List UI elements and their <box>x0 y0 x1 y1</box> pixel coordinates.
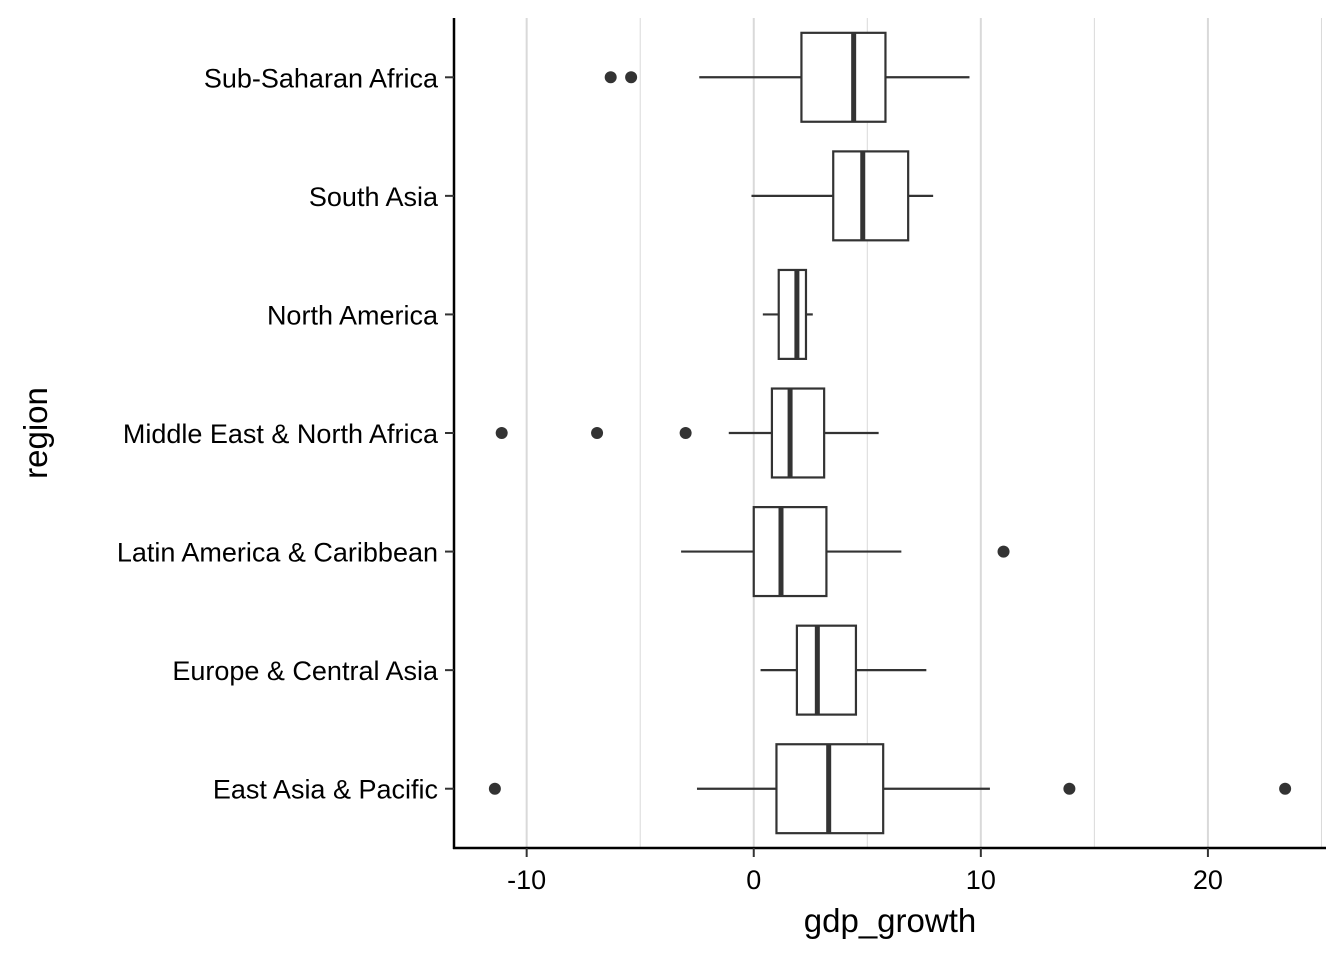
x-axis-title: gdp_growth <box>804 902 976 939</box>
box-series <box>488 31 1292 835</box>
x-axis-ticks: -10 0 10 20 <box>507 848 1223 895</box>
y-axis-title: region <box>17 387 54 479</box>
outlier-point <box>604 71 617 84</box>
box-sub-saharan-africa <box>604 31 970 123</box>
outlier-point <box>997 545 1010 558</box>
axes <box>452 18 1326 850</box>
box-iqr <box>795 624 858 716</box>
x-tick-label: 20 <box>1193 865 1223 895</box>
y-tick-label: North America <box>267 300 439 330</box>
box-east-asia-pacific <box>488 743 1292 835</box>
y-tick-label: Latin America & Caribbean <box>117 538 438 568</box>
box-iqr <box>777 268 808 360</box>
outlier-point <box>625 71 638 84</box>
outlier-point <box>1279 782 1292 795</box>
box-iqr <box>800 31 887 123</box>
x-tick-label: 0 <box>746 865 761 895</box>
y-tick-label: Middle East & North Africa <box>123 419 439 449</box>
outlier-point <box>679 427 692 439</box>
outlier-point <box>495 427 508 439</box>
box-middle-east-north-africa <box>495 387 879 479</box>
x-tick-label: -10 <box>507 865 546 895</box>
y-tick-label: East Asia & Pacific <box>213 775 438 805</box>
grid-lines <box>525 18 1322 848</box>
box-north-america <box>762 268 813 360</box>
box-iqr <box>770 387 826 479</box>
y-tick-label: Europe & Central Asia <box>172 656 439 686</box>
box-iqr <box>832 150 910 242</box>
box-latin-america-caribbean <box>681 506 1010 598</box>
x-tick-label: 10 <box>966 865 996 895</box>
box-south-asia <box>751 150 934 242</box>
outlier-point <box>1063 782 1076 795</box>
box-iqr <box>752 506 828 598</box>
y-tick-label: Sub-Saharan Africa <box>204 63 439 93</box>
y-axis-ticks: East Asia & Pacific Europe & Central Asia… <box>117 63 454 805</box>
y-tick-label: South Asia <box>309 182 439 212</box>
box-europe-central-asia <box>760 624 927 716</box>
outlier-point <box>488 782 501 795</box>
outlier-point <box>591 427 604 439</box>
